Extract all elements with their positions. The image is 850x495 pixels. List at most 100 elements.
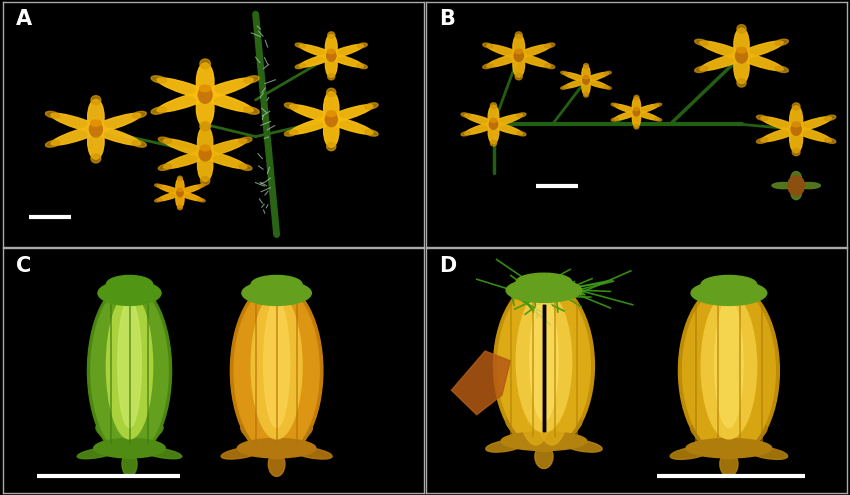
Ellipse shape	[176, 178, 184, 196]
Ellipse shape	[488, 105, 499, 128]
Ellipse shape	[701, 275, 756, 293]
Ellipse shape	[292, 447, 332, 459]
Ellipse shape	[196, 78, 253, 99]
Ellipse shape	[634, 124, 639, 129]
Ellipse shape	[583, 93, 588, 97]
Ellipse shape	[299, 53, 337, 67]
Ellipse shape	[290, 116, 340, 134]
Ellipse shape	[790, 171, 802, 185]
Ellipse shape	[77, 447, 118, 459]
Ellipse shape	[683, 286, 775, 455]
Ellipse shape	[772, 183, 795, 189]
Ellipse shape	[197, 126, 212, 159]
Ellipse shape	[488, 120, 499, 144]
Ellipse shape	[244, 76, 259, 83]
Ellipse shape	[791, 123, 802, 135]
Ellipse shape	[284, 425, 313, 446]
Ellipse shape	[94, 439, 165, 458]
Ellipse shape	[502, 432, 586, 450]
Ellipse shape	[506, 278, 581, 302]
Ellipse shape	[221, 447, 262, 459]
Ellipse shape	[326, 88, 336, 97]
Ellipse shape	[564, 78, 591, 88]
Ellipse shape	[242, 281, 311, 305]
Ellipse shape	[530, 297, 558, 421]
Ellipse shape	[632, 110, 659, 120]
Ellipse shape	[797, 183, 820, 189]
Ellipse shape	[634, 107, 639, 110]
Ellipse shape	[583, 76, 589, 79]
Ellipse shape	[513, 287, 558, 445]
Ellipse shape	[614, 104, 641, 114]
Ellipse shape	[734, 28, 749, 61]
Ellipse shape	[789, 126, 831, 142]
Text: A: A	[16, 9, 32, 29]
Ellipse shape	[604, 71, 611, 75]
Ellipse shape	[486, 440, 525, 452]
Ellipse shape	[252, 275, 302, 293]
Ellipse shape	[737, 79, 746, 87]
Ellipse shape	[89, 122, 102, 137]
Ellipse shape	[583, 76, 589, 84]
Ellipse shape	[790, 125, 802, 153]
Ellipse shape	[87, 113, 141, 133]
Ellipse shape	[328, 32, 335, 38]
Ellipse shape	[158, 137, 172, 144]
Ellipse shape	[230, 283, 323, 459]
Ellipse shape	[155, 198, 162, 202]
Ellipse shape	[775, 39, 788, 46]
Ellipse shape	[295, 43, 305, 48]
Ellipse shape	[632, 109, 641, 127]
Ellipse shape	[515, 32, 522, 38]
Ellipse shape	[513, 51, 524, 77]
Ellipse shape	[178, 176, 183, 181]
Ellipse shape	[465, 114, 500, 127]
Ellipse shape	[694, 66, 708, 72]
Text: D: D	[439, 255, 456, 276]
Ellipse shape	[122, 452, 137, 476]
Text: C: C	[16, 255, 31, 276]
Ellipse shape	[738, 425, 767, 446]
Ellipse shape	[483, 64, 493, 69]
Ellipse shape	[563, 440, 602, 452]
Ellipse shape	[155, 184, 162, 187]
Ellipse shape	[561, 86, 568, 89]
Ellipse shape	[792, 122, 801, 127]
Ellipse shape	[790, 106, 802, 134]
Ellipse shape	[157, 185, 184, 195]
Ellipse shape	[175, 185, 202, 195]
Ellipse shape	[91, 154, 101, 163]
Ellipse shape	[269, 452, 285, 476]
Ellipse shape	[775, 66, 788, 72]
Ellipse shape	[614, 110, 641, 120]
Ellipse shape	[325, 45, 363, 58]
Ellipse shape	[357, 43, 367, 48]
Ellipse shape	[487, 53, 525, 67]
Ellipse shape	[513, 35, 524, 60]
Ellipse shape	[561, 71, 568, 75]
Ellipse shape	[264, 299, 290, 428]
Ellipse shape	[490, 103, 496, 108]
Ellipse shape	[175, 191, 202, 201]
Ellipse shape	[201, 145, 210, 151]
Ellipse shape	[611, 118, 618, 121]
Ellipse shape	[163, 139, 213, 157]
Ellipse shape	[632, 104, 659, 114]
Ellipse shape	[678, 283, 779, 459]
Ellipse shape	[87, 125, 141, 145]
Ellipse shape	[756, 138, 768, 144]
Ellipse shape	[515, 49, 523, 53]
Ellipse shape	[198, 198, 205, 202]
Ellipse shape	[497, 284, 591, 448]
Ellipse shape	[326, 51, 337, 77]
Ellipse shape	[327, 49, 335, 53]
Ellipse shape	[141, 447, 182, 459]
Ellipse shape	[323, 116, 373, 134]
Ellipse shape	[582, 65, 590, 83]
Ellipse shape	[824, 115, 836, 120]
Ellipse shape	[51, 113, 105, 133]
Ellipse shape	[494, 280, 594, 451]
Ellipse shape	[517, 113, 526, 117]
Ellipse shape	[737, 25, 746, 33]
Ellipse shape	[670, 447, 711, 459]
